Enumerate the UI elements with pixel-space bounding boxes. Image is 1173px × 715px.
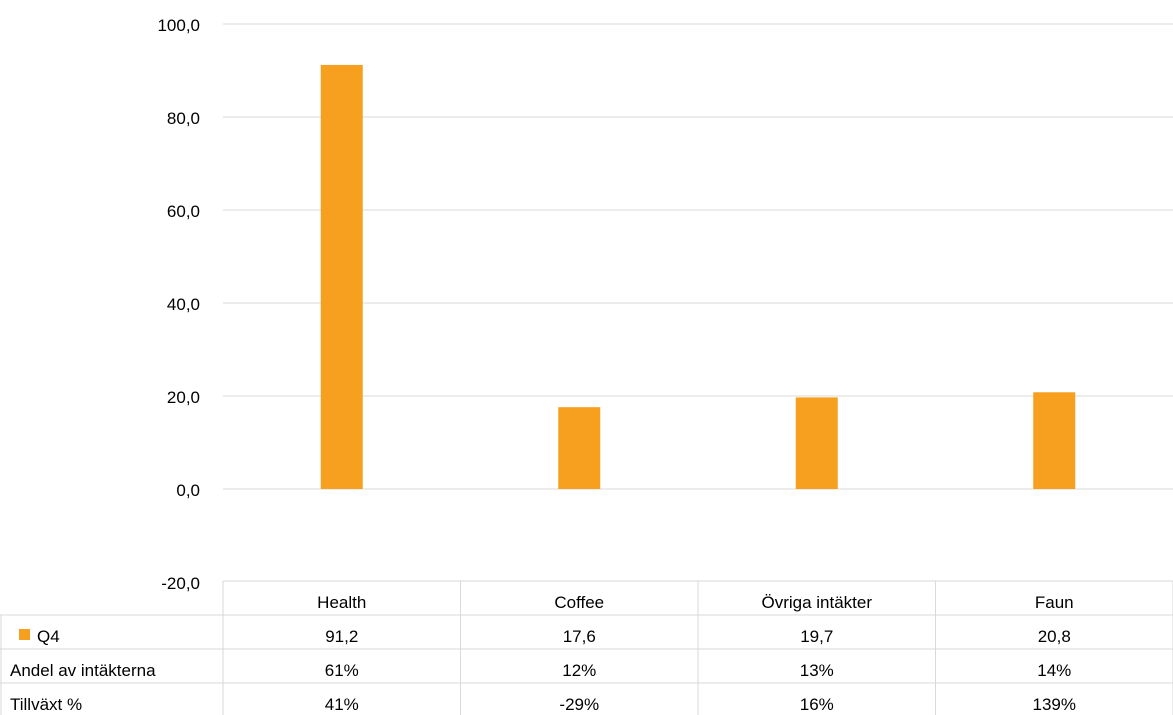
table-cell: 17,6 bbox=[563, 627, 596, 646]
y-axis-ticks: 100,0 80,0 60,0 40,0 20,0 0,0 -20,0 bbox=[157, 16, 200, 593]
y-tick-label: 40,0 bbox=[167, 295, 200, 314]
category-label: Health bbox=[317, 593, 366, 612]
data-table: Health Coffee Övriga intäkter Faun Q4 91,2 17,… bbox=[0, 580, 1173, 715]
y-tick-label: 20,0 bbox=[167, 388, 200, 407]
table-cell: 14% bbox=[1037, 661, 1071, 680]
row-label: Andel av intäkterna bbox=[10, 661, 156, 680]
table-cell: 91,2 bbox=[325, 627, 358, 646]
category-label: Övriga intäkter bbox=[761, 593, 872, 612]
y-tick-label: 80,0 bbox=[167, 109, 200, 128]
table-cell: 20,8 bbox=[1038, 627, 1071, 646]
bar bbox=[795, 397, 838, 489]
table-cell: 41% bbox=[325, 695, 359, 714]
table-cell: 16% bbox=[800, 695, 834, 714]
row-label: Q4 bbox=[37, 627, 60, 646]
bar bbox=[320, 64, 363, 490]
y-tick-label: 100,0 bbox=[157, 16, 200, 35]
bars bbox=[320, 64, 1076, 490]
table-cell: 61% bbox=[325, 661, 359, 680]
table-cell: 19,7 bbox=[800, 627, 833, 646]
y-tick-label: 0,0 bbox=[176, 481, 200, 500]
row-label: Tillväxt % bbox=[10, 695, 82, 714]
y-tick-label: 60,0 bbox=[167, 202, 200, 221]
category-label: Faun bbox=[1035, 593, 1074, 612]
bar bbox=[558, 407, 601, 489]
category-label: Coffee bbox=[554, 593, 604, 612]
table-cell: -29% bbox=[559, 695, 599, 714]
bar bbox=[1033, 392, 1076, 489]
gridlines bbox=[223, 23, 1173, 490]
table-cell: 13% bbox=[800, 661, 834, 680]
legend-key-q4 bbox=[19, 629, 30, 640]
table-cell: 139% bbox=[1033, 695, 1076, 714]
table-cell: 12% bbox=[562, 661, 596, 680]
y-tick-label: -20,0 bbox=[161, 574, 200, 593]
